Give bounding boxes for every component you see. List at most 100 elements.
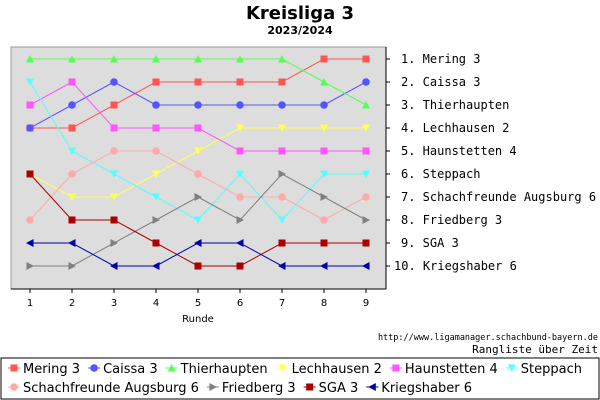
data-point-steppach	[194, 216, 202, 224]
data-point-sga-3	[152, 239, 160, 247]
chart-subtitle: 2023/2024	[267, 24, 333, 37]
data-point-thierhaupten	[110, 55, 118, 63]
data-point-schachfreunde-augsburg-6	[68, 170, 76, 178]
legend-label: Lechhausen 2	[292, 362, 382, 377]
data-point-kriegshaber-6	[362, 262, 370, 270]
footer-caption: Rangliste über Zeit	[472, 343, 598, 356]
data-point-friedberg-3	[362, 216, 370, 224]
data-point-steppach	[320, 170, 328, 178]
ranking-labels: 1. Mering 3 2. Caissa 3 3. Thierhaupten 4. …	[394, 52, 596, 273]
data-point-steppach	[68, 147, 76, 155]
legend-label: Kriegshaber 6	[381, 381, 472, 396]
legend-label: Mering 3	[23, 362, 80, 377]
data-point-caissa-3	[362, 78, 370, 86]
legend-label: Caissa 3	[103, 362, 158, 377]
data-point-kriegshaber-6	[68, 239, 76, 247]
x-tick-label: 9	[363, 298, 369, 309]
rank-label: 1. Mering 3	[401, 52, 480, 66]
data-point-mering-3	[236, 78, 244, 86]
data-point-steppach	[110, 170, 118, 178]
legend-item-sga-3: SGA 3	[303, 381, 359, 396]
data-point-thierhaupten	[362, 101, 370, 109]
data-point-mering-3	[278, 78, 286, 86]
rank-label: 6. Steppach	[401, 167, 480, 181]
legend-label: Schachfreunde Augsburg 6	[23, 381, 199, 396]
data-point-kriegshaber-6	[26, 239, 34, 247]
data-point-caissa-3	[152, 101, 160, 109]
data-point-thierhaupten	[68, 55, 76, 63]
data-point-schachfreunde-augsburg-6	[152, 147, 160, 155]
x-tick-label: 2	[69, 298, 75, 309]
data-point-thierhaupten	[194, 55, 202, 63]
legend-marker	[278, 364, 287, 372]
data-point-haunstetten-4	[320, 147, 328, 155]
data-point-sga-3	[278, 239, 286, 247]
data-point-schachfreunde-augsburg-6	[362, 193, 370, 201]
data-point-sga-3	[362, 239, 370, 247]
data-point-friedberg-3	[320, 193, 328, 201]
data-point-thierhaupten	[320, 78, 328, 86]
data-point-sga-3	[110, 216, 118, 224]
data-point-lechhausen-2	[194, 147, 202, 155]
legend-item-steppach: Steppach	[505, 362, 582, 377]
data-point-haunstetten-4	[152, 124, 160, 132]
legend-marker	[507, 364, 516, 372]
data-point-steppach	[152, 193, 160, 201]
data-point-steppach	[26, 78, 34, 86]
rank-label: 8. Friedberg 3	[401, 213, 502, 227]
data-point-lechhausen-2	[320, 124, 328, 132]
data-point-sga-3	[194, 262, 202, 270]
data-point-caissa-3	[278, 101, 286, 109]
plot-area	[10, 46, 387, 290]
data-point-sga-3	[68, 216, 76, 224]
data-point-friedberg-3	[152, 216, 160, 224]
data-point-schachfreunde-augsburg-6	[278, 193, 286, 201]
data-point-schachfreunde-augsburg-6	[194, 170, 202, 178]
data-point-kriegshaber-6	[194, 239, 202, 247]
data-point-caissa-3	[68, 101, 76, 109]
data-point-haunstetten-4	[68, 78, 76, 86]
data-point-sga-3	[26, 170, 34, 178]
data-point-mering-3	[152, 78, 160, 86]
legend-marker	[306, 383, 314, 391]
data-point-mering-3	[320, 55, 328, 63]
legend-item-haunstetten-4: Haunstetten 4	[389, 362, 498, 377]
rank-label: 9. SGA 3	[401, 236, 459, 250]
legend-item-caissa-3: Caissa 3	[88, 362, 158, 377]
data-point-schachfreunde-augsburg-6	[320, 216, 328, 224]
data-point-caissa-3	[320, 101, 328, 109]
data-point-lechhausen-2	[278, 124, 286, 132]
data-point-mering-3	[110, 101, 118, 109]
rank-label: 4. Lechhausen 2	[401, 121, 509, 135]
x-axis-label: Runde	[182, 314, 214, 325]
legend-marker	[10, 383, 18, 391]
legend: Mering 3 Caissa 3 Thierhaupten Lechhausen 2…	[8, 362, 582, 396]
legend-marker	[392, 364, 400, 372]
legend-item-lechhausen-2: Lechhausen 2	[276, 362, 382, 377]
legend-marker	[368, 383, 376, 391]
data-point-haunstetten-4	[194, 124, 202, 132]
data-point-caissa-3	[26, 124, 34, 132]
legend-item-kriegshaber-6: Kriegshaber 6	[366, 381, 472, 396]
x-tick-label: 4	[153, 298, 159, 309]
data-point-caissa-3	[110, 78, 118, 86]
legend-item-friedberg-3: Friedberg 3	[206, 381, 296, 396]
x-tick-label: 8	[321, 298, 327, 309]
data-point-kriegshaber-6	[236, 239, 244, 247]
legend-label: SGA 3	[319, 381, 359, 396]
data-point-lechhausen-2	[110, 193, 118, 201]
legend-label: Steppach	[521, 362, 582, 377]
data-point-lechhausen-2	[152, 170, 160, 178]
x-tick-label: 6	[237, 298, 243, 309]
series-markers	[26, 55, 370, 270]
data-point-kriegshaber-6	[110, 262, 118, 270]
data-point-steppach	[278, 216, 286, 224]
x-axis-ticks: 1 2 3 4 5 6 7 8 9	[27, 289, 369, 309]
data-point-lechhausen-2	[68, 193, 76, 201]
data-point-haunstetten-4	[26, 101, 34, 109]
data-point-thierhaupten	[236, 55, 244, 63]
data-point-thierhaupten	[26, 55, 34, 63]
data-point-kriegshaber-6	[152, 262, 160, 270]
data-point-caissa-3	[236, 101, 244, 109]
data-point-thierhaupten	[278, 55, 286, 63]
